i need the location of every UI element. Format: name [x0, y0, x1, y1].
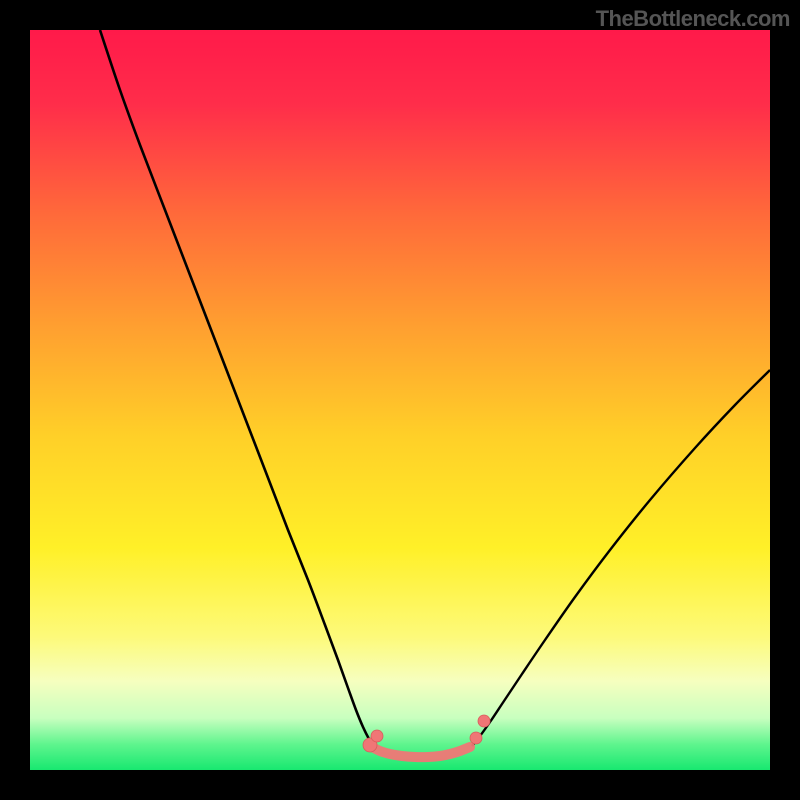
floor-marker [478, 715, 490, 727]
floor-marker [470, 732, 482, 744]
plot-area [30, 30, 770, 770]
figure-container: TheBottleneck.com [0, 0, 800, 800]
bottleneck-chart [0, 0, 800, 800]
watermark-text: TheBottleneck.com [596, 6, 790, 32]
floor-marker [371, 730, 383, 742]
